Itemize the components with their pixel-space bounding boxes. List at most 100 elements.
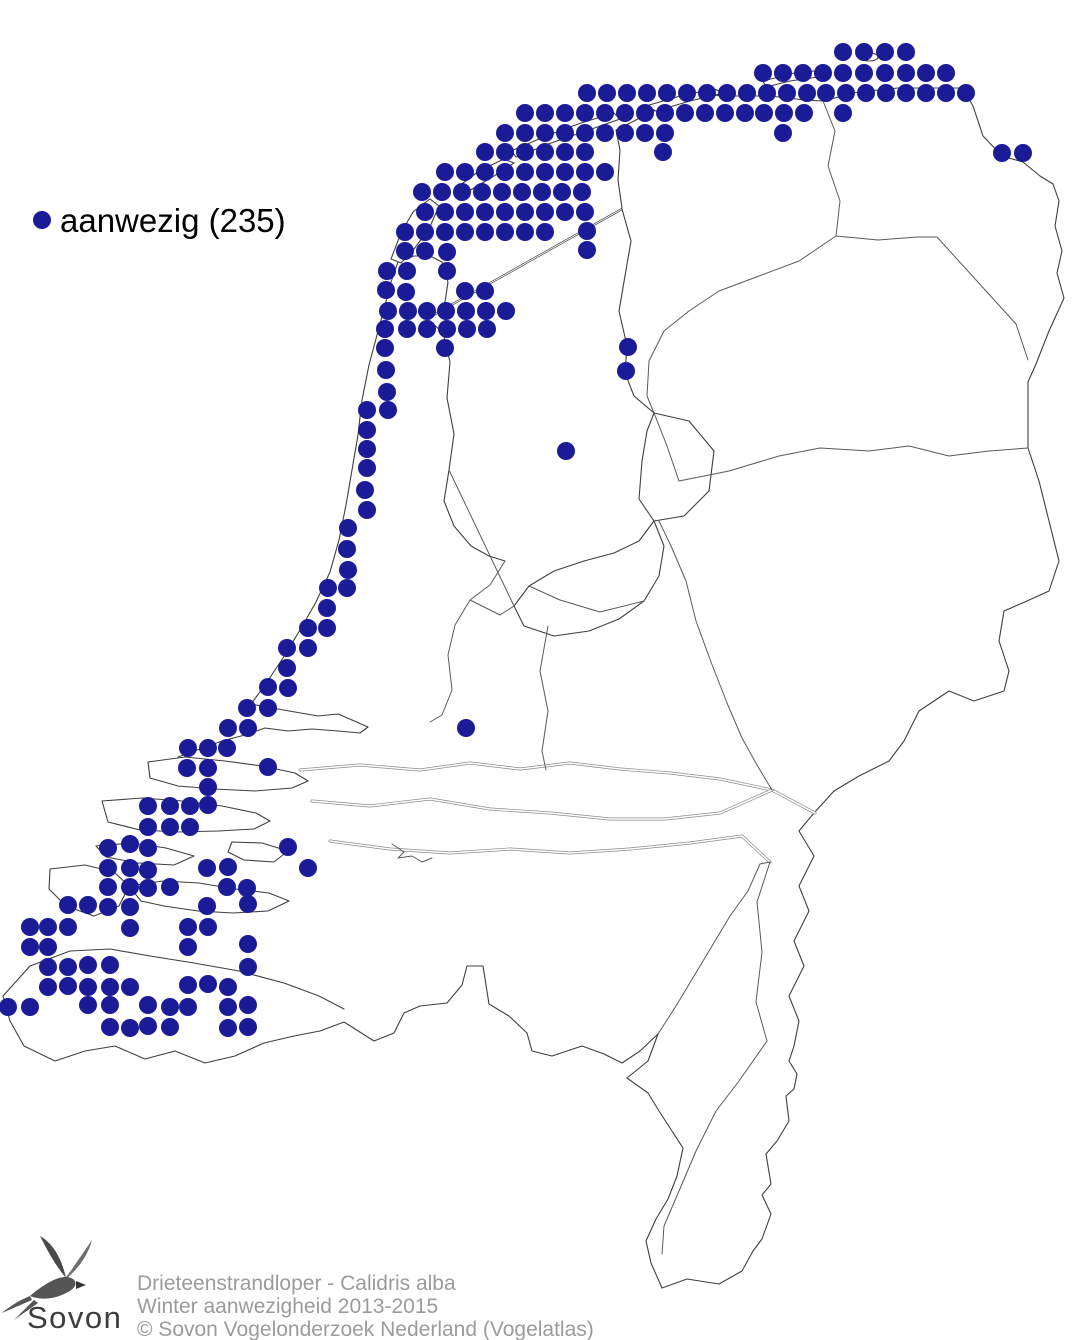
presence-marker [576, 124, 594, 142]
presence-marker [356, 481, 374, 499]
presence-marker [897, 64, 915, 82]
presence-marker [278, 659, 296, 677]
presence-marker [795, 104, 813, 122]
sovon-logo: Sovon [2, 1236, 121, 1335]
presence-marker [121, 859, 139, 877]
presence-marker [957, 84, 975, 102]
presence-marker [596, 124, 614, 142]
presence-marker [533, 183, 551, 201]
presence-marker [433, 183, 451, 201]
presence-marker [497, 302, 515, 320]
presence-marker [556, 124, 574, 142]
presence-marker [917, 84, 935, 102]
presence-marker [814, 64, 832, 82]
presence-marker [857, 84, 875, 102]
presence-marker [181, 797, 199, 815]
swallow-icon [2, 1236, 92, 1320]
presence-marker [456, 203, 474, 221]
presence-marker [437, 302, 455, 320]
presence-marker [259, 758, 277, 776]
presence-marker [1014, 144, 1032, 162]
presence-marker [457, 719, 475, 737]
presence-marker [536, 143, 554, 161]
presence-marker [413, 183, 431, 201]
presence-marker [338, 579, 356, 597]
presence-marker [279, 838, 297, 856]
presence-marker [59, 896, 77, 914]
presence-marker [496, 124, 514, 142]
presence-marker [616, 104, 634, 122]
presence-marker [817, 84, 835, 102]
presence-marker [618, 84, 636, 102]
presence-marker [578, 222, 596, 240]
presence-marker [239, 958, 257, 976]
presence-marker [775, 104, 793, 122]
presence-marker [457, 302, 475, 320]
presence-marker [239, 895, 257, 913]
presence-marker [496, 223, 514, 241]
presence-marker [617, 362, 635, 380]
presence-marker [377, 361, 395, 379]
presence-marker [99, 839, 117, 857]
presence-marker [219, 978, 237, 996]
presence-marker [834, 104, 852, 122]
presence-marker [478, 320, 496, 338]
presence-marker [496, 163, 514, 181]
presence-marker [318, 619, 336, 637]
presence-marker [139, 861, 157, 879]
legend: aanwezig (235) [33, 202, 286, 239]
presence-marker [456, 163, 474, 181]
presence-marker [199, 975, 217, 993]
presence-marker [774, 124, 792, 142]
legend-marker-icon [33, 211, 51, 229]
presence-marker [993, 144, 1011, 162]
presence-marker [39, 958, 57, 976]
presence-marker [59, 918, 77, 936]
presence-marker [436, 223, 454, 241]
presence-marker [438, 320, 456, 338]
presence-marker [798, 84, 816, 102]
presence-marker [377, 281, 395, 299]
presence-marker [636, 124, 654, 142]
presence-marker [536, 223, 554, 241]
presence-marker [121, 919, 139, 937]
presence-marker [101, 1018, 119, 1036]
presence-marker [576, 163, 594, 181]
presence-marker [376, 339, 394, 357]
presence-marker [199, 918, 217, 936]
presence-marker [855, 43, 873, 61]
presence-marker [219, 1019, 237, 1037]
presence-marker [239, 996, 257, 1014]
presence-marker [219, 719, 237, 737]
presence-marker [199, 778, 217, 796]
presence-marker [553, 183, 571, 201]
presence-marker [556, 203, 574, 221]
presence-marker [897, 84, 915, 102]
presence-marker [458, 320, 476, 338]
presence-marker [676, 104, 694, 122]
presence-marker [338, 540, 356, 558]
presence-marker [696, 104, 714, 122]
presence-marker [516, 124, 534, 142]
presence-marker [358, 459, 376, 477]
presence-marker [101, 978, 119, 996]
presence-marker [578, 241, 596, 259]
presence-marker [279, 679, 297, 697]
presence-marker [496, 203, 514, 221]
presence-marker [358, 401, 376, 419]
presence-marker [239, 719, 257, 737]
presence-marker [416, 203, 434, 221]
presence-marker [79, 896, 97, 914]
presence-marker [39, 978, 57, 996]
presence-marker [698, 84, 716, 102]
presence-marker [476, 282, 494, 300]
presence-marker [456, 282, 474, 300]
presence-marker [99, 859, 117, 877]
presence-marker [21, 918, 39, 936]
presence-marker [376, 320, 394, 338]
presence-marker [638, 84, 656, 102]
presence-marker [556, 163, 574, 181]
presence-marker [576, 143, 594, 161]
presence-marker [378, 383, 396, 401]
presence-marker [339, 519, 357, 537]
